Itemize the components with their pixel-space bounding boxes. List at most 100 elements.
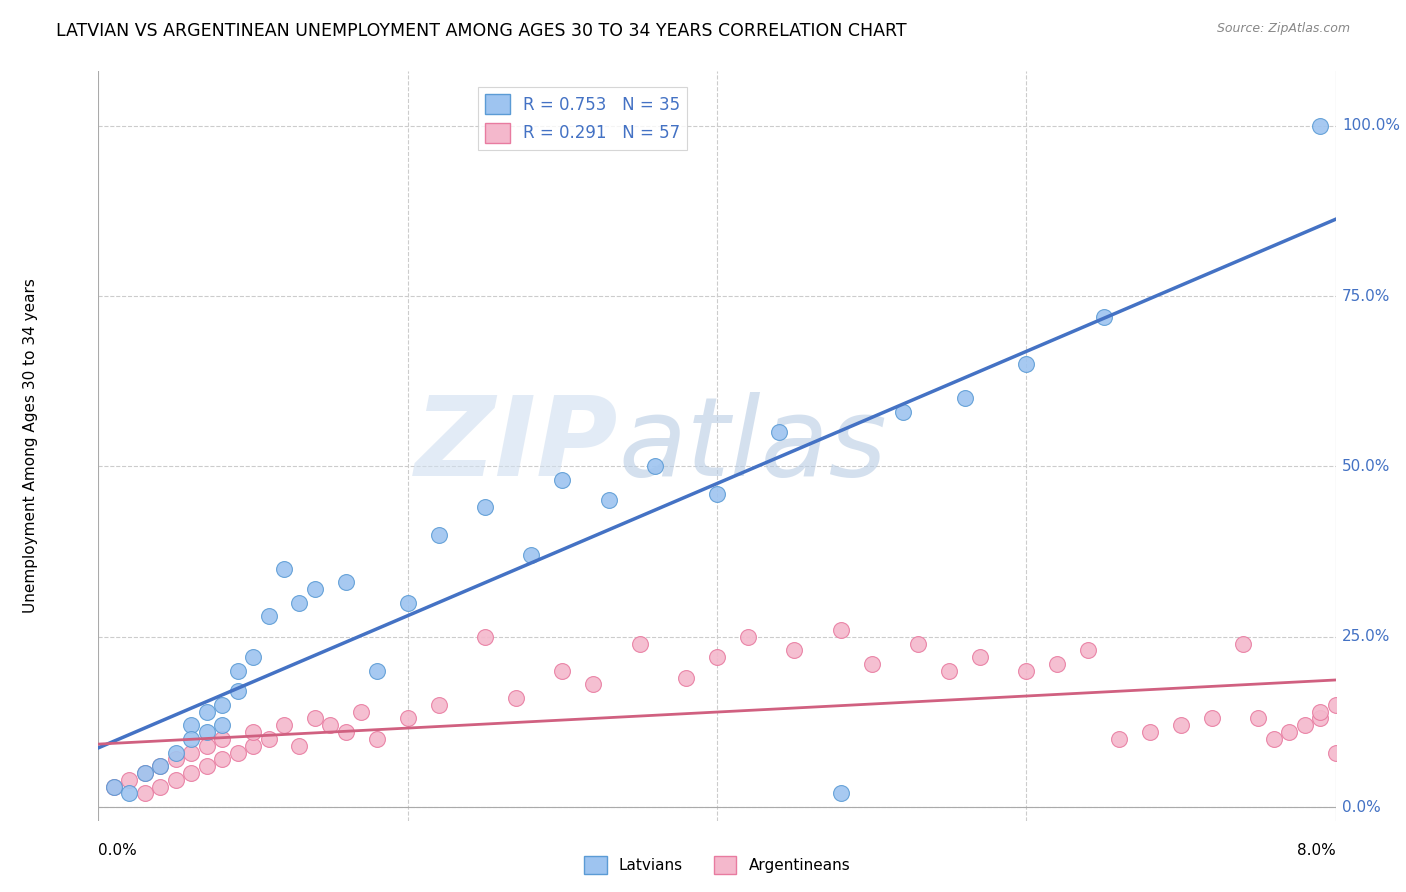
- Point: [304, 711, 326, 725]
- Point: [257, 731, 280, 746]
- Point: [706, 486, 728, 500]
- Point: [180, 731, 202, 746]
- Point: [1309, 711, 1331, 725]
- Point: [134, 786, 156, 800]
- Point: [783, 643, 806, 657]
- Text: 50.0%: 50.0%: [1341, 459, 1391, 474]
- Text: Source: ZipAtlas.com: Source: ZipAtlas.com: [1216, 22, 1350, 36]
- Point: [288, 739, 311, 753]
- Legend: Latvians, Argentineans: Latvians, Argentineans: [578, 849, 856, 880]
- Point: [598, 493, 620, 508]
- Point: [1263, 731, 1285, 746]
- Point: [969, 650, 991, 665]
- Point: [675, 671, 697, 685]
- Point: [1324, 698, 1347, 712]
- Point: [1015, 664, 1038, 678]
- Point: [350, 705, 373, 719]
- Text: 100.0%: 100.0%: [1341, 119, 1400, 133]
- Point: [273, 561, 295, 575]
- Point: [768, 425, 790, 440]
- Text: 0.0%: 0.0%: [1341, 799, 1381, 814]
- Point: [737, 630, 759, 644]
- Text: LATVIAN VS ARGENTINEAN UNEMPLOYMENT AMONG AGES 30 TO 34 YEARS CORRELATION CHART: LATVIAN VS ARGENTINEAN UNEMPLOYMENT AMON…: [56, 22, 907, 40]
- Point: [242, 739, 264, 753]
- Point: [165, 746, 187, 760]
- Text: ZIP: ZIP: [415, 392, 619, 500]
- Point: [103, 780, 125, 794]
- Point: [1046, 657, 1069, 671]
- Point: [1108, 731, 1130, 746]
- Text: 75.0%: 75.0%: [1341, 289, 1391, 303]
- Point: [242, 650, 264, 665]
- Point: [1324, 746, 1347, 760]
- Point: [134, 766, 156, 780]
- Point: [211, 752, 233, 766]
- Point: [288, 596, 311, 610]
- Point: [474, 630, 496, 644]
- Point: [1247, 711, 1270, 725]
- Point: [211, 718, 233, 732]
- Point: [907, 636, 929, 650]
- Point: [180, 766, 202, 780]
- Point: [149, 759, 172, 773]
- Point: [226, 746, 249, 760]
- Point: [149, 780, 172, 794]
- Point: [211, 731, 233, 746]
- Point: [211, 698, 233, 712]
- Point: [149, 759, 172, 773]
- Point: [1201, 711, 1223, 725]
- Point: [396, 711, 419, 725]
- Point: [644, 459, 666, 474]
- Point: [474, 500, 496, 515]
- Point: [273, 718, 295, 732]
- Text: Unemployment Among Ages 30 to 34 years: Unemployment Among Ages 30 to 34 years: [22, 278, 38, 614]
- Point: [195, 725, 218, 739]
- Point: [938, 664, 960, 678]
- Point: [628, 636, 651, 650]
- Text: atlas: atlas: [619, 392, 887, 500]
- Point: [366, 664, 388, 678]
- Point: [505, 691, 527, 706]
- Point: [860, 657, 883, 671]
- Point: [195, 705, 218, 719]
- Point: [226, 664, 249, 678]
- Point: [319, 718, 342, 732]
- Point: [1294, 718, 1316, 732]
- Point: [1278, 725, 1301, 739]
- Point: [195, 759, 218, 773]
- Point: [891, 405, 914, 419]
- Point: [304, 582, 326, 596]
- Point: [165, 772, 187, 787]
- Point: [103, 780, 125, 794]
- Text: 25.0%: 25.0%: [1341, 629, 1391, 644]
- Point: [1232, 636, 1254, 650]
- Point: [551, 473, 574, 487]
- Point: [427, 698, 450, 712]
- Point: [551, 664, 574, 678]
- Point: [226, 684, 249, 698]
- Text: 0.0%: 0.0%: [98, 843, 138, 858]
- Point: [165, 752, 187, 766]
- Point: [953, 392, 976, 406]
- Point: [366, 731, 388, 746]
- Text: 8.0%: 8.0%: [1296, 843, 1336, 858]
- Point: [1139, 725, 1161, 739]
- Point: [335, 575, 357, 590]
- Point: [242, 725, 264, 739]
- Point: [1077, 643, 1099, 657]
- Point: [830, 623, 852, 637]
- Point: [134, 766, 156, 780]
- Point: [257, 609, 280, 624]
- Point: [427, 527, 450, 541]
- Point: [335, 725, 357, 739]
- Point: [1170, 718, 1192, 732]
- Point: [582, 677, 605, 691]
- Point: [830, 786, 852, 800]
- Point: [180, 746, 202, 760]
- Point: [180, 718, 202, 732]
- Point: [1015, 357, 1038, 371]
- Point: [520, 548, 543, 562]
- Point: [1309, 119, 1331, 133]
- Point: [1092, 310, 1115, 324]
- Point: [118, 786, 141, 800]
